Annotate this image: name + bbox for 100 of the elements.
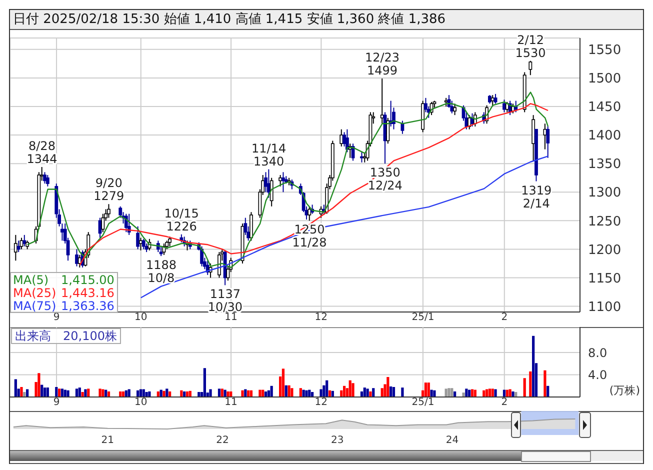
bar — [390, 386, 392, 397]
x-tick-label: 24 — [446, 435, 459, 446]
x-tick-label: 21 — [101, 435, 114, 446]
candlestick — [107, 204, 110, 218]
bar — [372, 388, 375, 397]
bar — [209, 389, 212, 397]
bar — [145, 392, 148, 397]
bar — [401, 388, 404, 397]
bar — [544, 370, 546, 397]
annotation: 2/12 1530 — [515, 32, 546, 60]
bar — [299, 388, 302, 397]
bar — [288, 385, 290, 397]
x-tick-label: 25/1 — [412, 312, 434, 324]
candlestick — [136, 226, 140, 250]
bar — [43, 388, 46, 397]
candlestick — [502, 99, 506, 113]
bar — [326, 380, 328, 397]
annotation: 8/28 1344 — [26, 139, 58, 166]
x-tick-label: 12 — [314, 312, 328, 324]
candlestick — [250, 212, 253, 242]
bar — [532, 336, 535, 397]
bar — [139, 389, 142, 397]
candlestick — [532, 114, 536, 162]
bar — [148, 391, 151, 397]
candlestick — [270, 177, 274, 207]
bar — [14, 379, 17, 397]
bar — [102, 389, 104, 397]
bar — [84, 389, 87, 397]
x-tick-label: 25/1 — [412, 397, 434, 408]
y-tick-label: 4.0 — [588, 368, 608, 382]
bar — [448, 388, 450, 397]
bar — [270, 386, 273, 397]
x-tick-label: 11 — [224, 397, 238, 408]
bar — [290, 388, 294, 397]
bar — [75, 388, 78, 397]
annotation: 10/15 1226 — [164, 206, 199, 234]
annotation: 1,363.36 — [61, 299, 114, 313]
x-tick-label: 11 — [224, 312, 238, 324]
bar — [485, 389, 488, 397]
bar — [462, 392, 465, 397]
bar — [46, 388, 49, 397]
candlestick — [101, 213, 105, 233]
bar — [166, 388, 168, 397]
candlestick — [139, 237, 142, 251]
bar — [55, 387, 58, 397]
x-tick-label: 2 — [501, 397, 508, 408]
candlestick — [43, 172, 46, 184]
bar — [40, 384, 44, 397]
candlestick — [308, 206, 312, 222]
candlestick — [14, 234, 18, 262]
x-tick-label: 22 — [216, 435, 229, 446]
x-tick-label: 2 — [501, 312, 508, 324]
chart-title: 出来高 20,100株 — [11, 328, 121, 344]
bar — [98, 388, 102, 397]
bar — [218, 388, 221, 397]
y-tick-label: 1500 — [588, 72, 622, 87]
bar — [363, 388, 366, 397]
bar — [226, 391, 230, 397]
bar — [369, 391, 372, 397]
y-tick-label: 1200 — [588, 242, 622, 258]
bar — [220, 388, 224, 397]
y-tick-label: 1550 — [588, 43, 622, 58]
bar — [282, 368, 285, 397]
bar — [427, 382, 430, 397]
bar — [488, 388, 492, 397]
text: MA(75) — [13, 299, 56, 313]
annotation: 1,415.00 — [61, 273, 114, 287]
x-tick-label: 12 — [314, 397, 328, 408]
candlestick — [453, 103, 457, 116]
bar — [491, 388, 494, 397]
candlestick — [22, 234, 26, 247]
bar — [142, 389, 145, 397]
x-tick-label: 10 — [134, 312, 148, 324]
y-tick-label: 1100 — [588, 300, 622, 315]
bar — [450, 388, 454, 397]
bar — [78, 388, 81, 397]
bar — [512, 391, 514, 397]
bar — [87, 388, 90, 397]
y-tick-label: 1400 — [588, 128, 622, 144]
bar — [380, 388, 384, 397]
y-tick-label: 1350 — [588, 157, 622, 172]
bar — [386, 377, 390, 397]
bar — [494, 389, 497, 397]
bar — [433, 390, 436, 397]
candlestick — [340, 128, 344, 147]
text: MA(25) — [13, 286, 56, 300]
bar — [162, 390, 166, 397]
y-tick-label: 1450 — [588, 100, 622, 116]
x-tick-label: 23 — [331, 435, 344, 446]
x-tick-label: 10 — [134, 397, 148, 408]
bar — [546, 386, 550, 397]
candlestick — [124, 213, 128, 233]
candlestick — [360, 152, 364, 163]
candlestick — [380, 78, 384, 124]
bar — [320, 389, 322, 397]
candlestick — [386, 117, 390, 144]
bar — [424, 382, 428, 397]
annotation: 11/14 1340 — [252, 141, 286, 168]
bar — [392, 387, 396, 397]
annotation: 9/20 1279 — [94, 176, 124, 204]
